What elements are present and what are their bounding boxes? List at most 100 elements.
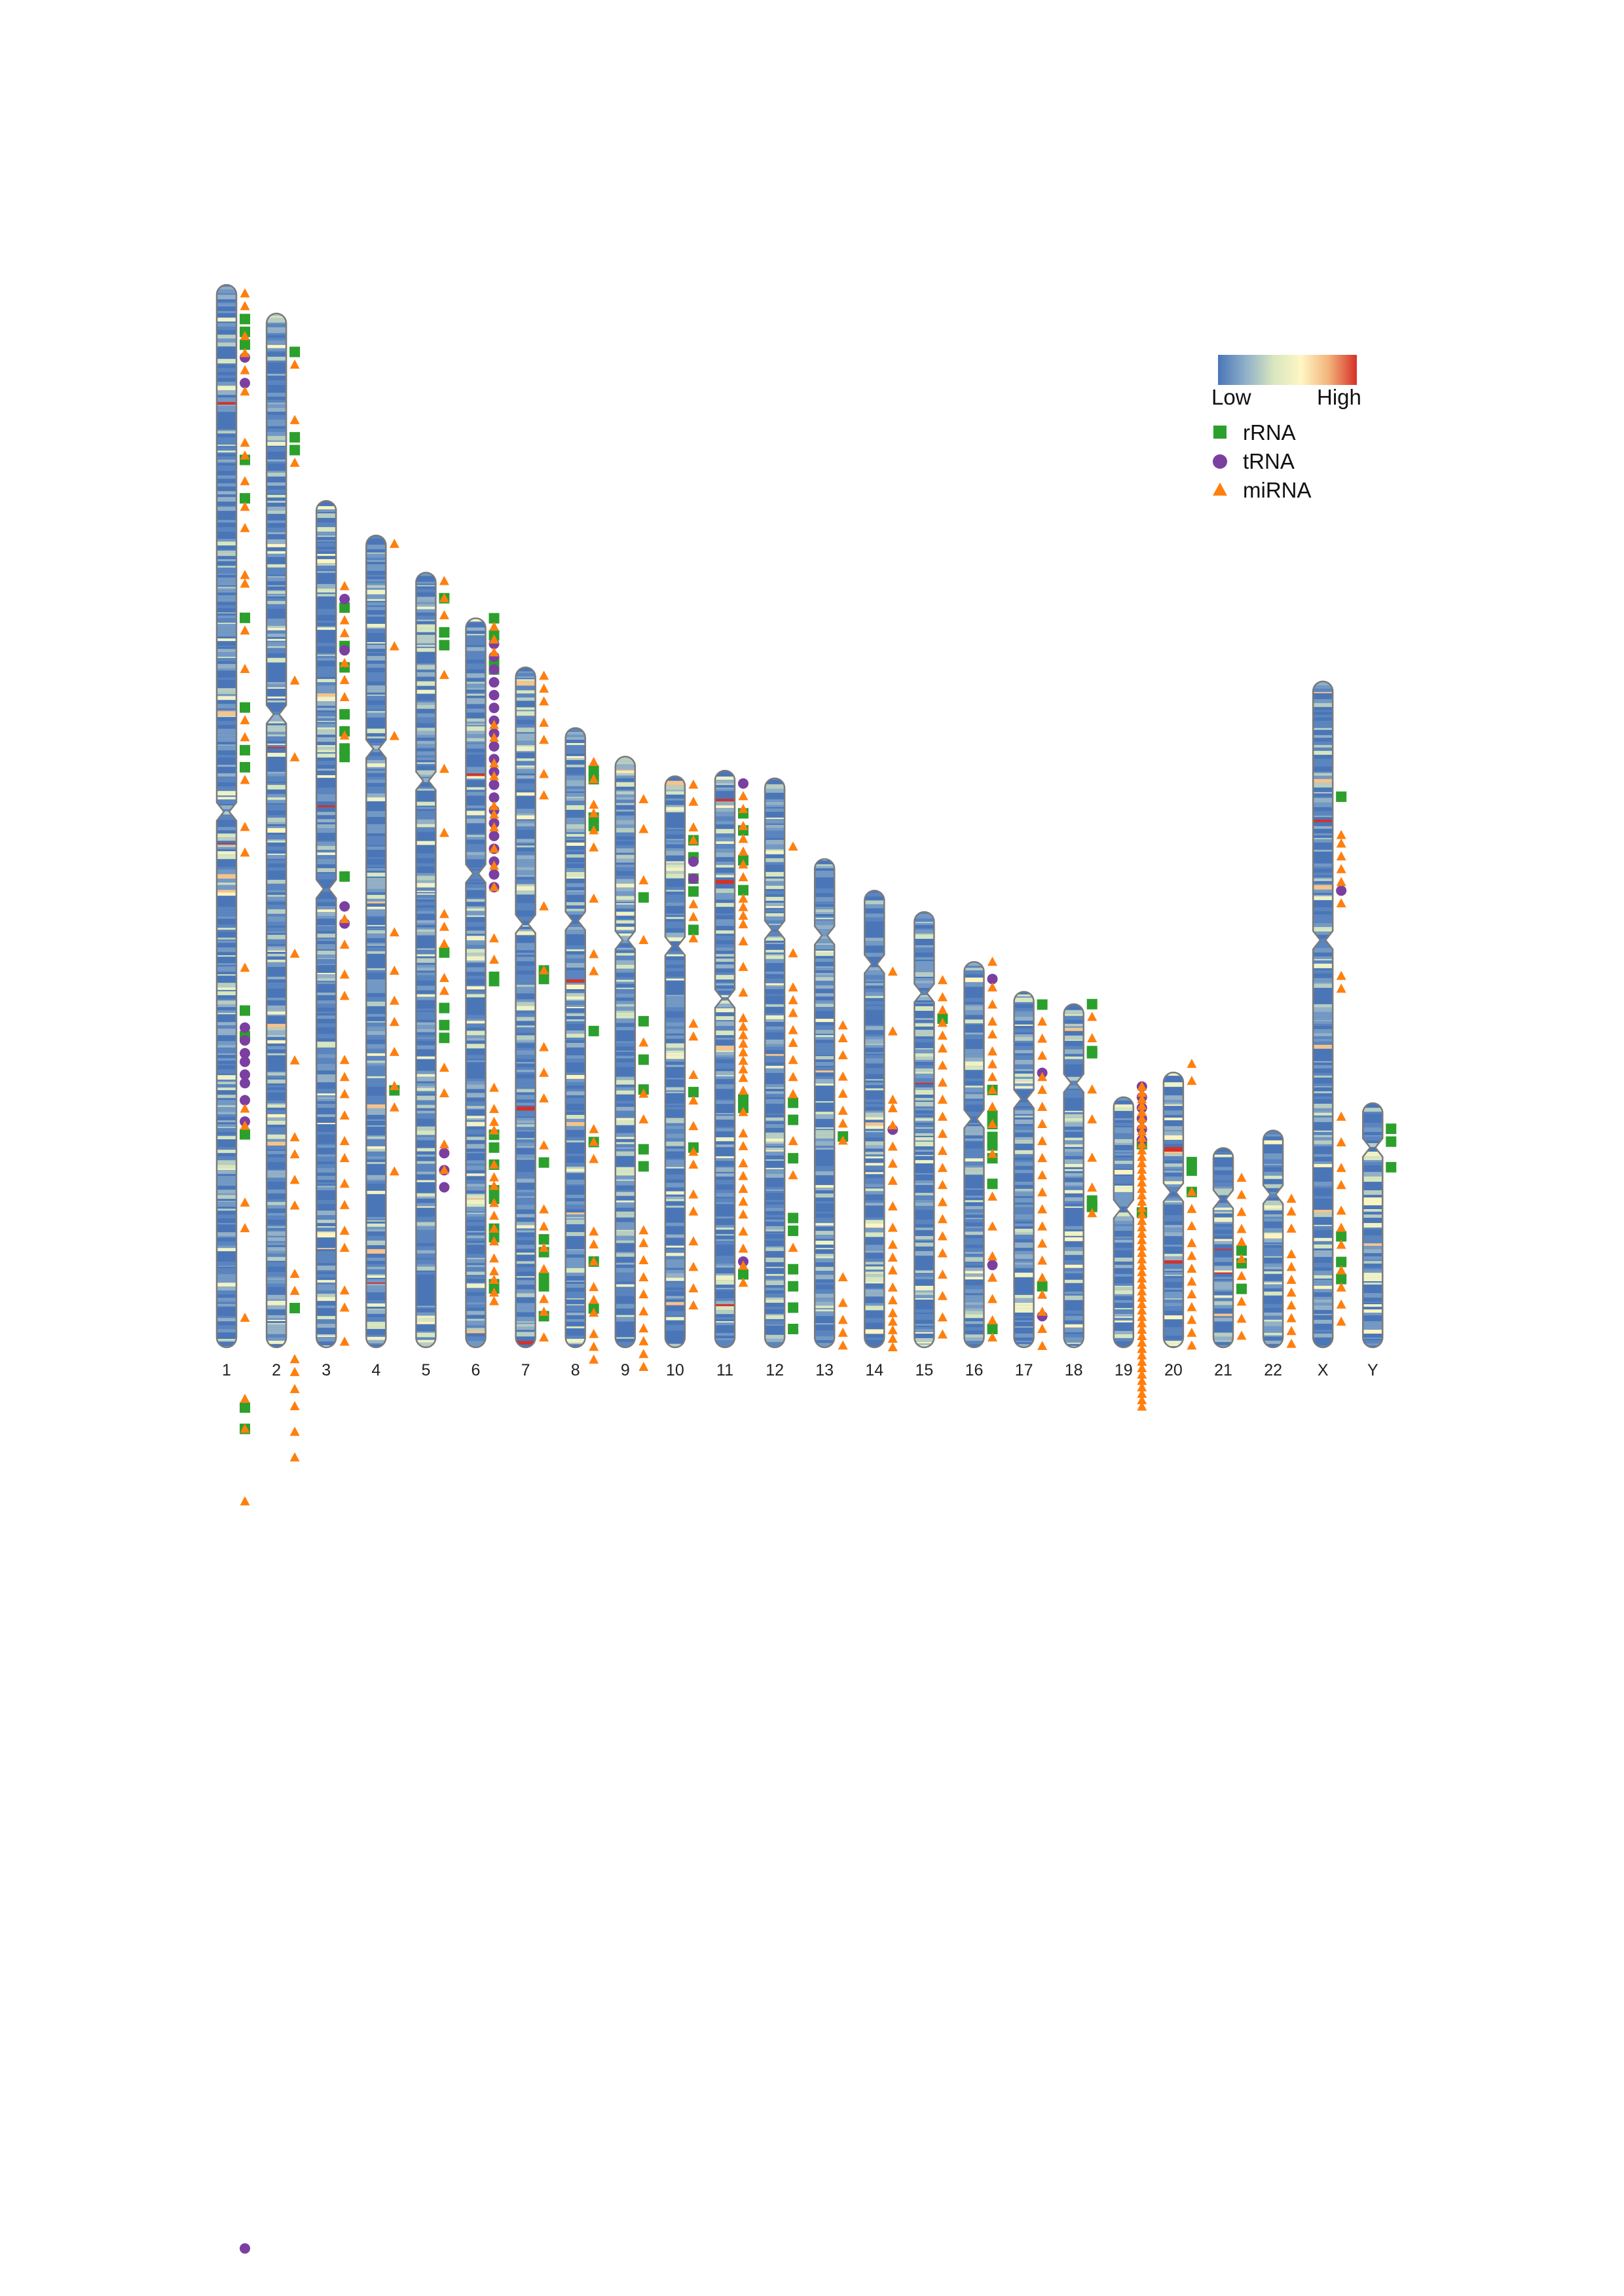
mirna-marker-chr17-18 (1037, 1323, 1048, 1333)
mirna-marker-chr3-0 (339, 581, 350, 591)
mirna-marker-chr17-14 (1037, 1255, 1048, 1265)
mirna-marker-chr6-9 (489, 822, 499, 831)
mirna-marker-chr22-3 (1286, 1248, 1297, 1258)
legend: Low High rRNA tRNA miRNA (1211, 355, 1361, 502)
rrna-marker-chr2-0 (289, 346, 301, 357)
mirna-marker-chr12-12 (788, 1243, 798, 1252)
chromosome-17-heatmap (1014, 991, 1034, 1348)
mirna-marker-chr15-4 (937, 1030, 948, 1040)
mirna-marker-chr4-10 (389, 1166, 399, 1176)
mirna-marker-chr2-5 (289, 948, 300, 958)
mirna-marker-chr7-7 (539, 901, 549, 911)
rrna-marker-chr5-6 (439, 1032, 450, 1044)
chromosome-7-heatmap (515, 667, 536, 1347)
mirna-marker-chr22-0 (1286, 1194, 1297, 1203)
trna-marker-chr1-8 (240, 1095, 250, 1106)
mirna-marker-chr12-1 (788, 948, 798, 958)
chromosome-20-heatmap (1163, 1072, 1183, 1347)
mirna-marker-chr14-8 (887, 1201, 898, 1211)
rrna-marker-chr10-4 (688, 924, 699, 936)
mirna-marker-chr4-1 (389, 641, 399, 651)
mirna-marker-chr6-4 (489, 732, 499, 742)
trna-marker-chr6-5 (489, 702, 500, 714)
chromosome-4-outline (365, 534, 387, 1349)
rrna-marker-chr7-1 (538, 974, 549, 985)
mirna-marker-chr6-6 (489, 771, 499, 780)
mirna-marker-chr7-1 (539, 683, 549, 693)
mirna-marker-chr14-10 (887, 1239, 898, 1249)
mirna-marker-chr11-33 (738, 1260, 748, 1270)
mirna-marker-chr9-7 (638, 1225, 649, 1235)
mirna-marker-chr17-16 (1037, 1289, 1048, 1299)
chromosome-18-outline (1063, 1003, 1084, 1349)
mirna-marker-chr21-5 (1236, 1254, 1247, 1264)
mirna-marker-chr22-9 (1286, 1326, 1297, 1336)
mirna-marker-chr17-9 (1037, 1170, 1048, 1180)
mirna-marker-chr3-14 (339, 1110, 350, 1120)
mirna-marker-chr15-5 (937, 1043, 948, 1053)
mirna-marker-chr16-10 (987, 1119, 997, 1129)
chromosome-18-heatmap (1063, 1004, 1084, 1348)
mirna-marker-chr16-0 (987, 957, 997, 966)
rrna-marker-chr7-6 (538, 1281, 549, 1292)
mirna-marker-chr11-5 (738, 859, 748, 869)
mirna-marker-chr4-0 (389, 538, 399, 548)
chromosome-label-14: 14 (865, 1361, 883, 1379)
mirna-marker-chr17-5 (1037, 1101, 1048, 1111)
chromosome-22-outline (1262, 1129, 1284, 1349)
chromosome-19-outline (1113, 1096, 1135, 1349)
rrna-marker-chr16-7 (987, 1323, 998, 1334)
trna-marker-chr3-2 (339, 901, 350, 912)
chromosome-label-x: X (1318, 1361, 1329, 1379)
mirna-marker-chr15-16 (937, 1231, 948, 1241)
mirna-marker-chr15-0 (937, 975, 948, 985)
rrna-marker-chr2-3 (289, 1303, 301, 1314)
rrna-marker-chr1-12 (240, 1402, 250, 1413)
mirna-marker-chr8-7 (589, 949, 599, 958)
rrna-marker-chr20-0 (1186, 1157, 1197, 1168)
trna-marker-chr1-7 (240, 1078, 250, 1089)
mirna-marker-chr6-26 (489, 1253, 499, 1263)
rrna-marker-chr18-2 (1086, 1048, 1098, 1059)
rrna-marker-chr5-3 (439, 947, 450, 958)
mirna-marker-chr10-7 (688, 1018, 699, 1028)
mirna-marker-chr12-2 (788, 982, 798, 992)
mirna-marker-chr13-4 (838, 1088, 848, 1098)
mirna-marker-chr19-39 (1137, 1331, 1147, 1341)
mirna-marker-chr8-11 (589, 1154, 599, 1163)
mirna-marker-chr18-6 (1087, 1208, 1098, 1218)
rrna-marker-chr5-1 (439, 627, 450, 638)
mirna-marker-chr12-11 (788, 1170, 798, 1180)
mirna-marker-chr12-5 (788, 1025, 798, 1034)
mirna-marker-chr11-12 (738, 962, 748, 972)
mirna-marker-chr12-7 (788, 1055, 798, 1065)
mirna-marker-chr21-9 (1236, 1330, 1247, 1340)
mirna-marker-chr2-1 (289, 414, 300, 424)
mirna-marker-chr11-9 (738, 910, 748, 920)
rrna-marker-chr18-0 (1086, 998, 1098, 1010)
mirna-marker-chr19-23 (1137, 1228, 1147, 1238)
mirna-marker-chr21-1 (1236, 1190, 1247, 1199)
chromosome-4: 4 (365, 534, 400, 1379)
mirna-marker-chrx-14 (1336, 1239, 1346, 1249)
chromosome-21-heatmap (1213, 1148, 1233, 1347)
mirna-marker-chrx-2 (1336, 851, 1346, 861)
trna-marker-chr6-15 (489, 830, 500, 841)
chromosome-y-outline (1362, 1102, 1384, 1349)
mirna-marker-chr12-9 (788, 1089, 798, 1099)
mirna-marker-chr2-18 (289, 1452, 300, 1462)
mirna-marker-chr11-14 (738, 1013, 748, 1023)
chromosome-18: 18 (1063, 998, 1098, 1379)
mirna-marker-chr17-11 (1037, 1204, 1048, 1214)
trna-marker-chr6-11 (489, 779, 500, 790)
chromosome-6: 6 (465, 613, 500, 1379)
mirna-marker-chr3-10 (339, 991, 350, 1000)
mirna-marker-chr3-13 (339, 1089, 350, 1099)
mirna-marker-chr3-17 (339, 1178, 350, 1188)
chromosome-label-17: 17 (1015, 1361, 1033, 1379)
rrna-marker-chr1-5 (240, 612, 250, 623)
mirna-marker-chr4-3 (389, 927, 399, 937)
mirna-marker-chr10-4 (688, 899, 699, 909)
mirna-marker-chr8-14 (589, 1256, 599, 1266)
trna-marker-chr5-0 (439, 1148, 450, 1159)
